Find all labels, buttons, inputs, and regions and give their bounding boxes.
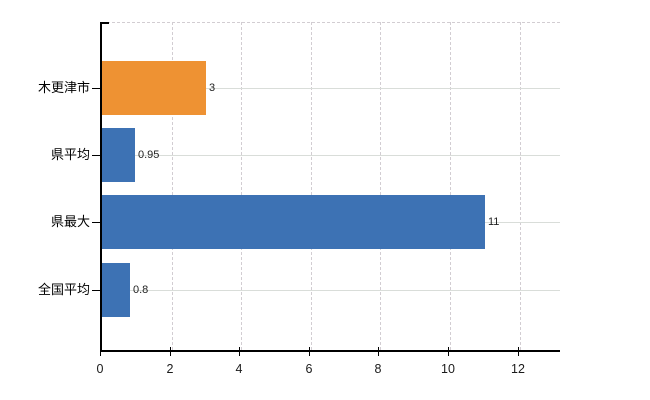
vertical-gridline (380, 22, 381, 350)
x-axis-tick-label: 2 (166, 362, 174, 376)
plot-top-border (102, 22, 560, 23)
y-axis-label-木更津市: 木更津市 (37, 80, 90, 95)
horizontal-gridline (102, 88, 560, 89)
y-tick-mark (92, 88, 100, 89)
y-tick-mark (92, 222, 100, 223)
vertical-gridline (172, 22, 173, 350)
bar-全国平均 (102, 263, 130, 317)
x-axis-tick-label: 0 (96, 362, 104, 376)
x-axis-tick-label: 6 (305, 362, 313, 376)
bar-県最大 (102, 195, 485, 249)
y-axis-top-cap (102, 22, 109, 24)
bar-木更津市 (102, 61, 206, 115)
bar-value-label: 3 (209, 82, 216, 94)
bar-value-label: 0.8 (133, 284, 149, 296)
x-tick-mark (448, 347, 449, 356)
x-axis-tick-label: 4 (235, 362, 243, 376)
horizontal-gridline (102, 155, 560, 156)
plot-area: 3 0.95 11 0.8 (100, 22, 560, 352)
x-tick-mark (170, 347, 171, 356)
vertical-gridline (241, 22, 242, 350)
x-tick-mark (100, 347, 101, 356)
vertical-gridline (311, 22, 312, 350)
x-axis-tick-label: 10 (441, 362, 455, 376)
bar-value-label: 0.95 (138, 149, 160, 161)
x-tick-mark (239, 347, 240, 356)
x-axis-tick-label: 8 (374, 362, 382, 376)
x-tick-mark (378, 347, 379, 356)
y-axis-label-県平均: 県平均 (50, 147, 90, 162)
y-axis-label-県最大: 県最大 (50, 214, 90, 229)
vertical-gridline (520, 22, 521, 350)
x-tick-mark (309, 347, 310, 356)
y-axis-label-全国平均: 全国平均 (37, 282, 90, 297)
bar-value-label: 11 (488, 216, 500, 228)
x-axis-tick-label: 12 (511, 362, 525, 376)
y-tick-mark (92, 155, 100, 156)
horizontal-gridline (102, 290, 560, 291)
x-tick-mark (518, 347, 519, 356)
vertical-gridline (450, 22, 451, 350)
y-tick-mark (92, 290, 100, 291)
bar-県平均 (102, 128, 135, 182)
